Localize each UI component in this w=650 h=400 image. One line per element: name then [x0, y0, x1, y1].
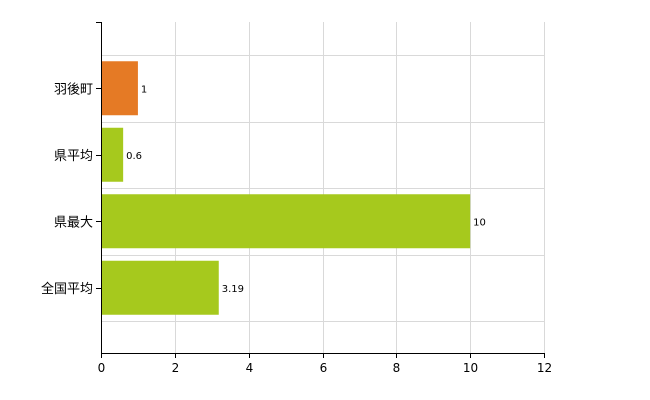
data-label: 3.19	[222, 284, 244, 295]
x-tick-label: 12	[537, 361, 552, 375]
axes	[96, 22, 545, 358]
x-tick-label: 6	[320, 361, 328, 375]
bars	[102, 61, 471, 315]
category-label: 県平均	[54, 149, 93, 164]
bar	[102, 61, 138, 116]
x-tick-label: 0	[98, 361, 106, 375]
x-tick-label: 4	[246, 361, 254, 375]
data-label: 1	[141, 84, 147, 95]
bar	[102, 127, 124, 182]
x-tick-label: 8	[393, 361, 401, 375]
data-label: 0.6	[126, 151, 142, 162]
bar	[102, 260, 219, 315]
labels: 0 2 4 6 8 10 12 1 羽後町 0.6 県平均 10 県最大 3.19 全国平均	[41, 82, 552, 375]
data-label: 10	[473, 217, 486, 228]
x-tick-label: 10	[463, 361, 478, 375]
x-tick-label: 2	[172, 361, 180, 375]
category-label: 羽後町	[54, 82, 93, 97]
bar	[102, 194, 471, 249]
category-label: 全国平均	[41, 281, 93, 297]
category-label: 県最大	[54, 215, 93, 230]
grid-lines	[101, 22, 545, 353]
